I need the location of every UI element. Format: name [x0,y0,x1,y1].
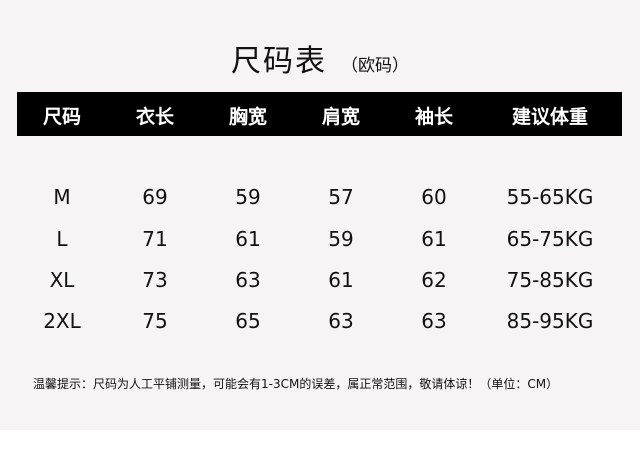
column-header: 衣长 [135,106,174,128]
table-cell: 2XL [43,309,81,333]
table-cell: 75-85KG [506,268,594,292]
table-cell: 63 [328,309,354,333]
table-cell: 71 [142,227,168,251]
table-row: XL 73 63 61 62 75-85KG [0,268,640,298]
table-cell: 57 [328,185,354,209]
bottom-strip [0,430,640,452]
footnote: 温馨提示：尺码为人工平铺测量，可能会有1-3CM的误差，属正常范围，敬请体谅！（… [33,377,559,391]
table-header: 尺码 衣长 胸宽 肩宽 袖长 建议体重 [17,92,622,136]
table-row: L 71 61 59 61 65-75KG [0,227,640,257]
table-cell: 69 [142,185,168,209]
table-cell: 65-75KG [506,227,594,251]
table-row: 2XL 75 65 63 63 85-95KG [0,309,640,339]
table-cell: 63 [421,309,447,333]
column-header: 肩宽 [321,106,360,128]
table-cell: 55-65KG [506,185,594,209]
column-header: 尺码 [42,106,81,128]
page-title: 尺码表 [231,44,327,79]
table-cell: 65 [235,309,261,333]
table-cell: 61 [328,268,354,292]
table-cell: 60 [421,185,447,209]
table-cell: 62 [421,268,447,292]
chart-title: 尺码表 （欧码） [0,36,640,80]
table-cell: 61 [235,227,261,251]
table-cell: L [56,227,68,251]
column-header: 袖长 [414,106,453,128]
table-cell: M [53,185,71,209]
table-cell: 61 [421,227,447,251]
table-cell: 73 [142,268,168,292]
column-header: 胸宽 [228,106,267,128]
table-cell: 85-95KG [506,309,594,333]
table-cell: 59 [235,185,261,209]
table-cell: 59 [328,227,354,251]
table-row: M 69 59 57 60 55-65KG [0,185,640,215]
column-header: 建议体重 [511,106,588,128]
table-cell: 75 [142,309,168,333]
table-cell: XL [49,268,75,292]
page-subtitle: （欧码） [341,56,409,76]
table-cell: 63 [235,268,261,292]
